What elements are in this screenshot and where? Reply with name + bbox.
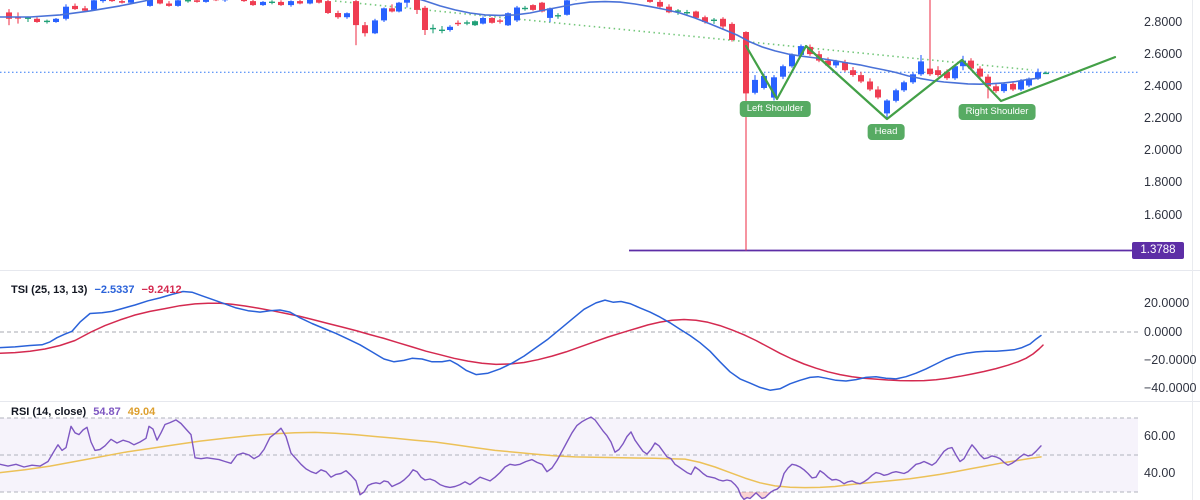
- tsi-title[interactable]: TSI (25, 13, 13): [11, 284, 88, 296]
- tsi-axis-tick[interactable]: −40.0000: [1144, 381, 1197, 396]
- price-axis-border: [1192, 0, 1193, 500]
- price-panel-canvas[interactable]: [0, 0, 1140, 271]
- tsi-value-1: −2.5337: [94, 284, 135, 296]
- price-axis-tick[interactable]: 2.0000: [1144, 143, 1183, 158]
- price-axis-tick[interactable]: 1.8000: [1144, 175, 1183, 190]
- rsi-panel-canvas[interactable]: [0, 402, 1140, 500]
- price-axis-tick[interactable]: 2.8000: [1144, 14, 1183, 29]
- right-shoulder-label: Right Shoulder: [958, 104, 1036, 120]
- panel-separator[interactable]: [0, 401, 1200, 402]
- rsi-title[interactable]: RSI (14, close): [11, 406, 87, 418]
- price-axis-tick[interactable]: 2.4000: [1144, 78, 1183, 93]
- rsi-axis-tick[interactable]: 60.00: [1144, 429, 1176, 443]
- tsi-axis-tick[interactable]: −20.0000: [1144, 352, 1197, 367]
- rsi-axis-tick[interactable]: 40.00: [1144, 466, 1176, 480]
- price-axis-tick[interactable]: 1.6000: [1144, 207, 1183, 222]
- tsi-value-2: −9.2412: [141, 284, 182, 296]
- rsi-value-2: 49.04: [127, 406, 156, 418]
- left-shoulder-label: Left Shoulder: [739, 101, 811, 117]
- neckline-price-badge: 1.3788: [1132, 242, 1184, 259]
- tsi-panel-canvas[interactable]: [0, 271, 1140, 401]
- price-axis-tick[interactable]: 2.2000: [1144, 111, 1183, 125]
- rsi-value-1: 54.87: [93, 406, 121, 418]
- panel-separator[interactable]: [0, 270, 1200, 271]
- rsi-legend: RSI (14, close) 54.87 49.04: [11, 406, 155, 418]
- tsi-legend: TSI (25, 13, 13) −2.5337 −9.2412: [11, 284, 182, 296]
- tsi-axis-tick[interactable]: 20.0000: [1144, 296, 1190, 311]
- candles: [6, 0, 1049, 251]
- tsi-axis-tick[interactable]: 0.0000: [1144, 324, 1183, 339]
- head-label: Head: [867, 124, 905, 140]
- price-axis-tick[interactable]: 2.6000: [1144, 46, 1183, 61]
